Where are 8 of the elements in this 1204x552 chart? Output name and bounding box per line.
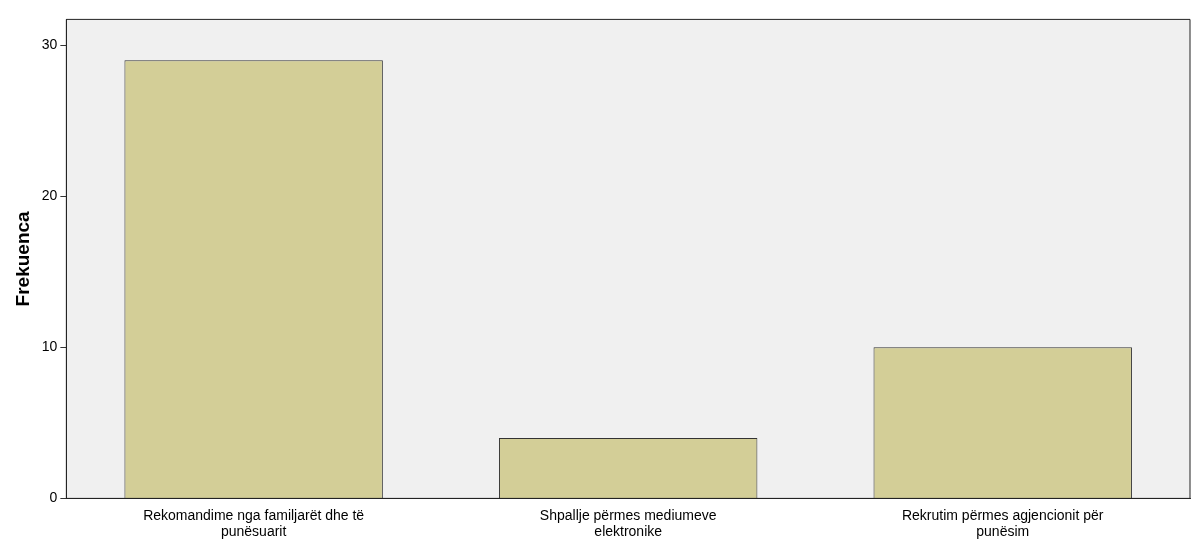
y-tick-label: 20 bbox=[41, 187, 58, 204]
x-tick-label: Rekomandime nga familjarët dhe të punësuarit bbox=[143, 506, 365, 540]
y-axis-title: Frekuenca bbox=[11, 210, 33, 307]
x-tick-label: Rekrutim përmes agjencionit për punësim bbox=[901, 506, 1104, 540]
y-tick-label: 10 bbox=[41, 338, 58, 355]
y-tick-label: 30 bbox=[41, 35, 58, 52]
y-tick-label: 0 bbox=[49, 489, 58, 506]
x-tick-label: Shpallje përmes mediumeve elektronike bbox=[539, 506, 717, 540]
